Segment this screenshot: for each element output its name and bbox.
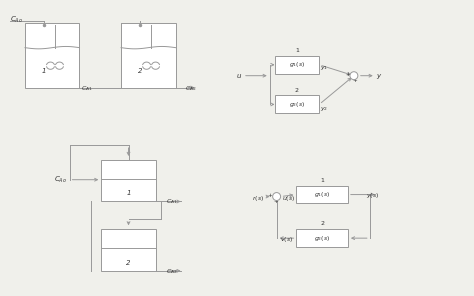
Bar xyxy=(101,229,156,271)
Text: 1: 1 xyxy=(320,178,324,183)
Text: 2: 2 xyxy=(126,260,131,266)
Text: $r(s)$: $r(s)$ xyxy=(252,194,264,202)
Bar xyxy=(101,160,156,202)
Text: $C_{A2}$: $C_{A2}$ xyxy=(185,83,197,93)
Text: u: u xyxy=(237,73,241,79)
Text: $y(s)$: $y(s)$ xyxy=(366,191,379,200)
Bar xyxy=(296,186,348,203)
Circle shape xyxy=(273,193,281,200)
Text: $g_1(s)$: $g_1(s)$ xyxy=(314,190,330,199)
Circle shape xyxy=(350,72,358,80)
Bar xyxy=(274,96,319,113)
Bar xyxy=(296,229,348,247)
Bar xyxy=(25,23,80,88)
Text: 1: 1 xyxy=(126,190,131,196)
Text: $g_2(s)$: $g_2(s)$ xyxy=(314,234,330,243)
Text: $C_{A1}$: $C_{A1}$ xyxy=(166,197,177,206)
Text: $g_2(s)$: $g_2(s)$ xyxy=(289,100,305,109)
Text: $y_1$: $y_1$ xyxy=(320,64,328,72)
Bar xyxy=(274,56,319,74)
Text: $C_{A2}$: $C_{A2}$ xyxy=(166,267,177,276)
Text: 2: 2 xyxy=(320,221,324,226)
Text: +: + xyxy=(346,72,350,77)
Text: $g_1(s)$: $g_1(s)$ xyxy=(289,60,305,69)
Text: $C_{A1}$: $C_{A1}$ xyxy=(82,83,93,93)
Text: 2: 2 xyxy=(138,68,142,75)
Text: $v(s)$: $v(s)$ xyxy=(280,235,293,244)
Bar xyxy=(121,23,175,88)
Text: +: + xyxy=(353,78,357,83)
Text: $C_{Ao}$: $C_{Ao}$ xyxy=(54,175,67,185)
Text: 2: 2 xyxy=(295,88,299,93)
Text: $y_2$: $y_2$ xyxy=(320,105,328,113)
Text: +: + xyxy=(267,193,272,198)
Text: $u(s)$: $u(s)$ xyxy=(282,194,295,202)
Text: +: + xyxy=(273,199,278,204)
Text: 1: 1 xyxy=(295,48,299,53)
Text: 1: 1 xyxy=(42,68,46,75)
Text: y: y xyxy=(376,73,380,79)
Text: $C_{Ao}$: $C_{Ao}$ xyxy=(10,15,23,25)
